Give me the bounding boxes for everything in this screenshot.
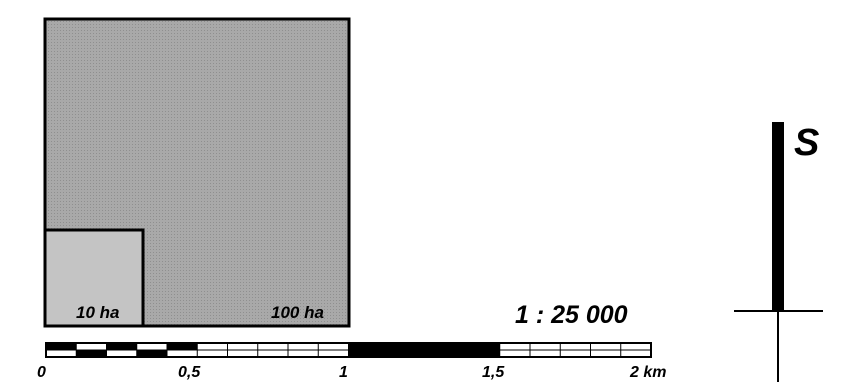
scale-tick-label-1-5: 1,5 <box>482 364 505 381</box>
area-10ha-label: 10 ha <box>76 303 119 322</box>
scale-bar-block <box>197 343 349 350</box>
scale-tick-label-0: 0 <box>37 364 46 381</box>
area-10ha-square <box>43 228 145 328</box>
scale-bar-block <box>499 350 651 357</box>
scale-bar-segment <box>167 350 198 357</box>
scale-tick-label-1: 1 <box>339 364 348 381</box>
scale-bar-segment <box>106 343 137 350</box>
scale-bar-block <box>348 343 500 350</box>
scale-bar-block <box>348 350 500 357</box>
scale-bar <box>45 342 652 358</box>
scale-bar-segment <box>106 350 137 357</box>
orientation-label: S <box>794 122 819 164</box>
scale-bar-block <box>197 350 349 357</box>
scale-tick-label-2km: 2 km <box>629 364 666 381</box>
scale-ratio: 1 : 25 000 <box>515 301 628 329</box>
scale-bar-segment <box>46 350 77 357</box>
scale-bar-block <box>499 343 651 350</box>
scale-bar-segment <box>167 343 198 350</box>
scale-bar-segment <box>46 343 77 350</box>
scale-bar-segment <box>76 350 107 357</box>
area-100ha-label: 100 ha <box>271 303 324 322</box>
scale-bar-segment <box>136 343 167 350</box>
scale-tick-label-0-5: 0,5 <box>178 364 201 381</box>
scale-bar-segment <box>136 350 167 357</box>
scale-bar-segment <box>76 343 107 350</box>
orientation-bar <box>772 122 784 310</box>
scale-bar-frame <box>45 342 652 358</box>
